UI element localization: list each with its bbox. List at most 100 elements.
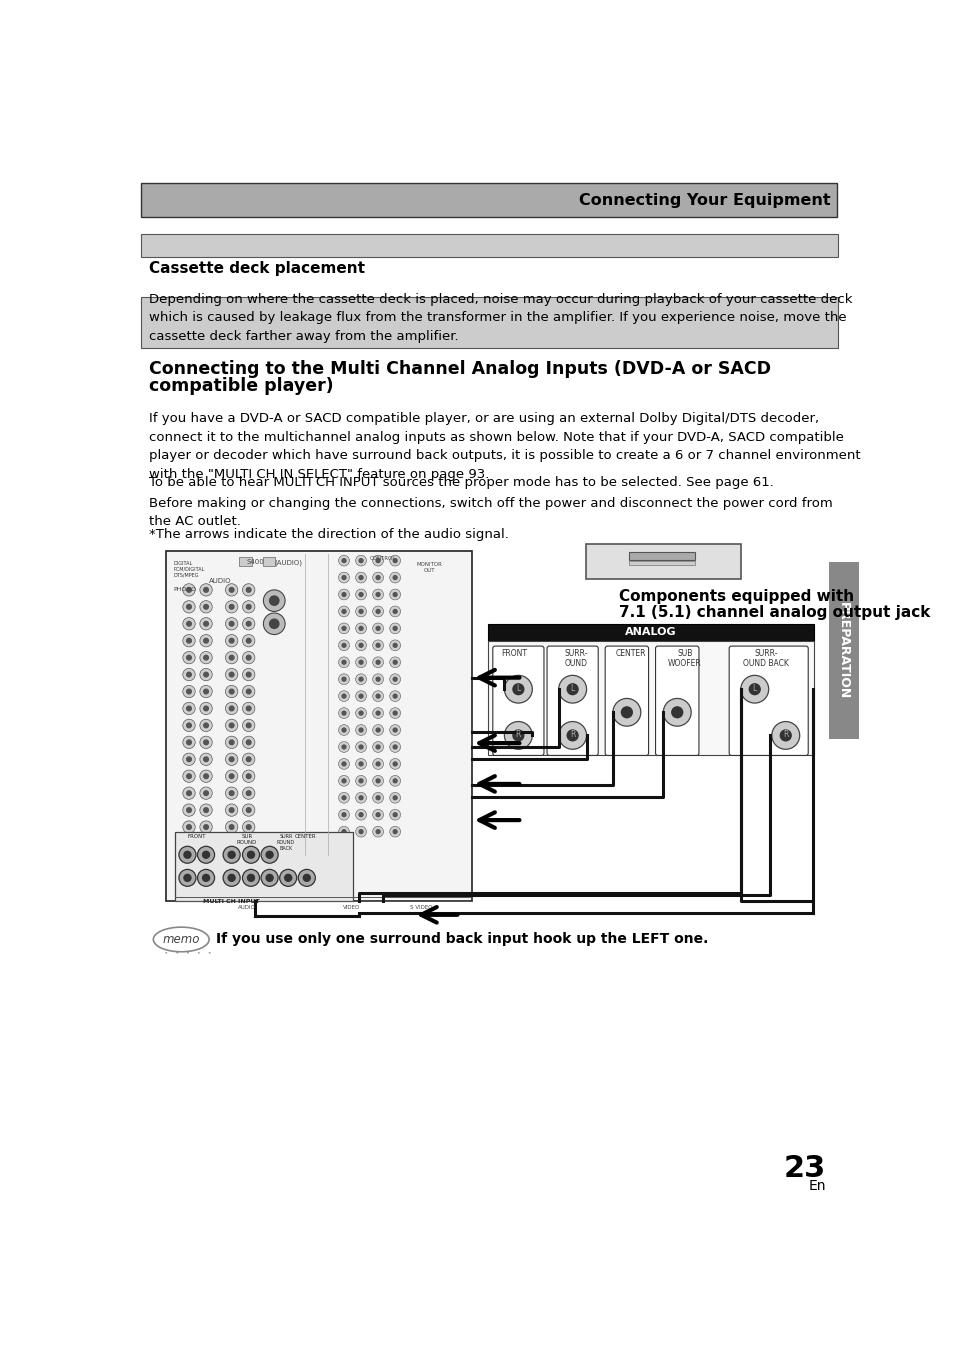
Circle shape xyxy=(342,558,346,562)
Circle shape xyxy=(183,803,195,817)
Circle shape xyxy=(225,635,237,647)
Circle shape xyxy=(373,640,383,651)
Circle shape xyxy=(183,617,195,630)
Circle shape xyxy=(279,869,296,887)
Circle shape xyxy=(242,770,254,782)
Circle shape xyxy=(183,754,195,766)
Circle shape xyxy=(183,787,195,799)
Circle shape xyxy=(355,809,366,820)
Circle shape xyxy=(223,847,240,863)
Text: SURR-
OUND BACK: SURR- OUND BACK xyxy=(742,650,788,669)
Bar xyxy=(141,298,838,348)
Circle shape xyxy=(229,758,233,762)
Circle shape xyxy=(373,708,383,718)
Circle shape xyxy=(390,623,400,634)
Text: SURR
ROUND
BACK: SURR ROUND BACK xyxy=(276,834,294,851)
Circle shape xyxy=(242,702,254,714)
Circle shape xyxy=(390,607,400,617)
Circle shape xyxy=(393,643,396,647)
Circle shape xyxy=(228,852,234,859)
Circle shape xyxy=(390,793,400,803)
Circle shape xyxy=(187,673,192,677)
Circle shape xyxy=(375,593,379,596)
Circle shape xyxy=(229,689,233,694)
Text: R: R xyxy=(782,731,787,739)
FancyBboxPatch shape xyxy=(655,646,699,755)
Circle shape xyxy=(390,826,400,837)
Circle shape xyxy=(229,791,233,795)
Circle shape xyxy=(204,791,208,795)
Bar xyxy=(141,235,838,257)
Circle shape xyxy=(558,675,586,704)
Circle shape xyxy=(199,635,212,647)
Text: FRONT: FRONT xyxy=(188,834,206,838)
Circle shape xyxy=(199,584,212,596)
Text: L: L xyxy=(752,683,756,693)
Text: VIDEO: VIDEO xyxy=(343,905,360,910)
Circle shape xyxy=(375,830,379,833)
Circle shape xyxy=(662,698,691,727)
Circle shape xyxy=(390,809,400,820)
Text: S400: S400 xyxy=(247,559,264,565)
Circle shape xyxy=(204,774,208,779)
Circle shape xyxy=(504,721,532,749)
Circle shape xyxy=(199,720,212,732)
Circle shape xyxy=(342,830,346,833)
Circle shape xyxy=(183,736,195,748)
Circle shape xyxy=(338,674,349,685)
Circle shape xyxy=(358,795,362,799)
Circle shape xyxy=(355,572,366,582)
Circle shape xyxy=(355,674,366,685)
Text: 23: 23 xyxy=(783,1154,825,1184)
Circle shape xyxy=(355,741,366,752)
Circle shape xyxy=(390,708,400,718)
Circle shape xyxy=(270,619,278,628)
Circle shape xyxy=(567,683,578,694)
Circle shape xyxy=(183,651,195,663)
Circle shape xyxy=(355,759,366,770)
Circle shape xyxy=(373,674,383,685)
Text: Depending on where the cassette deck is placed, noise may occur during playback : Depending on where the cassette deck is … xyxy=(149,293,851,342)
Circle shape xyxy=(620,706,632,717)
Circle shape xyxy=(229,723,233,728)
Circle shape xyxy=(199,685,212,698)
Circle shape xyxy=(183,685,195,698)
Bar xyxy=(488,640,813,755)
Circle shape xyxy=(358,712,362,714)
Circle shape xyxy=(375,694,379,698)
Circle shape xyxy=(242,803,254,817)
Circle shape xyxy=(204,706,208,710)
Text: MULTI CH INPUT: MULTI CH INPUT xyxy=(203,899,259,905)
Circle shape xyxy=(338,725,349,736)
Circle shape xyxy=(373,607,383,617)
Ellipse shape xyxy=(153,927,209,952)
Circle shape xyxy=(204,588,208,592)
Text: *The arrows indicate the direction of the audio signal.: *The arrows indicate the direction of th… xyxy=(149,527,508,541)
Circle shape xyxy=(225,702,237,714)
Circle shape xyxy=(187,689,192,694)
Circle shape xyxy=(355,793,366,803)
Circle shape xyxy=(229,740,233,744)
Circle shape xyxy=(298,869,315,887)
Circle shape xyxy=(355,623,366,634)
Circle shape xyxy=(187,723,192,728)
Circle shape xyxy=(187,621,192,625)
Circle shape xyxy=(358,576,362,580)
Text: CONTROL: CONTROL xyxy=(369,555,395,561)
Circle shape xyxy=(375,779,379,783)
Circle shape xyxy=(229,807,233,813)
Circle shape xyxy=(246,825,251,829)
Circle shape xyxy=(204,673,208,677)
Circle shape xyxy=(242,584,254,596)
Circle shape xyxy=(247,875,254,882)
Circle shape xyxy=(390,572,400,582)
Bar xyxy=(262,557,274,566)
Circle shape xyxy=(358,627,362,631)
Circle shape xyxy=(204,689,208,694)
Circle shape xyxy=(358,677,362,681)
Circle shape xyxy=(197,869,214,887)
Circle shape xyxy=(355,826,366,837)
Circle shape xyxy=(261,847,278,863)
Circle shape xyxy=(284,875,292,882)
Circle shape xyxy=(225,803,237,817)
